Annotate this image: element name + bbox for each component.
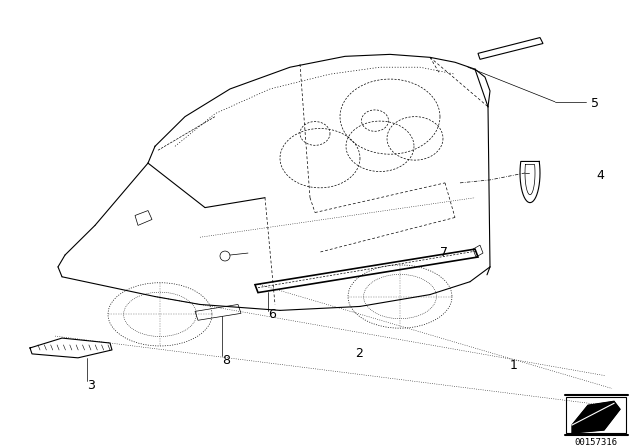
Text: 6: 6 <box>268 308 276 321</box>
Text: 2: 2 <box>355 347 363 360</box>
Text: 8: 8 <box>222 354 230 367</box>
Text: 3: 3 <box>87 379 95 392</box>
Polygon shape <box>572 401 620 433</box>
FancyBboxPatch shape <box>566 397 626 433</box>
Text: 1: 1 <box>510 359 518 372</box>
Text: 5: 5 <box>591 97 599 110</box>
Text: 00157316: 00157316 <box>575 438 618 447</box>
Text: 4: 4 <box>596 169 604 182</box>
Polygon shape <box>520 161 540 202</box>
Text: 7: 7 <box>440 246 448 258</box>
